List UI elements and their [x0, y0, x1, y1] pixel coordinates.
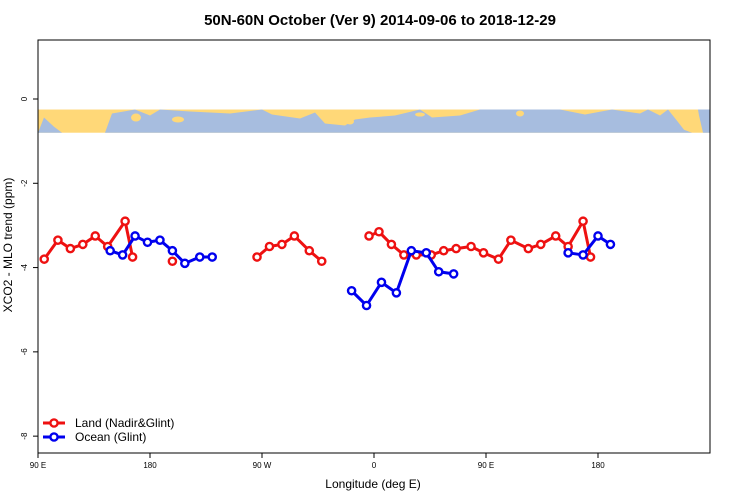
data-point — [117, 250, 128, 260]
legend: Land (Nadir&Glint)Ocean (Glint) — [43, 416, 174, 444]
data-point — [39, 254, 50, 264]
data-point — [578, 216, 588, 227]
data-point — [361, 300, 372, 311]
data-point — [391, 288, 402, 298]
y-tick-label: -8 — [20, 432, 29, 440]
map-island — [415, 112, 425, 117]
data-point — [578, 250, 588, 260]
data-point — [535, 239, 546, 250]
data-point — [585, 252, 596, 262]
data-point — [167, 245, 178, 256]
legend-label: Land (Nadir&Glint) — [75, 416, 174, 430]
y-axis-ticks: 0 -2 -4 -6 -8 — [20, 96, 38, 440]
data-point — [194, 252, 205, 262]
data-point — [605, 239, 616, 250]
map-ocean-shape — [105, 109, 692, 133]
x-tick-label: 180 — [591, 461, 605, 470]
y-tick-label: 0 — [20, 96, 29, 101]
map-island — [346, 118, 354, 125]
data-point — [289, 231, 300, 241]
data-point — [523, 243, 534, 254]
data-point — [120, 216, 130, 227]
map-island — [172, 116, 184, 123]
data-point — [130, 231, 140, 241]
series-land — [39, 216, 596, 267]
legend-label: Ocean (Glint) — [75, 430, 146, 444]
data-point — [90, 231, 101, 241]
data-point — [399, 250, 409, 260]
x-axis-label: Longitude (deg E) — [325, 477, 420, 491]
x-axis-ticks: 90 E 180 90 W 0 90 E 180 — [30, 453, 605, 470]
data-point — [127, 252, 138, 262]
data-point — [506, 235, 516, 245]
series-ocean — [105, 231, 616, 311]
data-point — [421, 248, 432, 258]
data-point — [78, 239, 88, 250]
data-point — [277, 239, 287, 250]
data-point — [105, 245, 115, 256]
data-point — [155, 235, 165, 245]
data-point — [264, 241, 275, 252]
series-line — [567, 234, 612, 257]
map-island — [516, 110, 524, 117]
x-tick-label: 90 W — [253, 461, 272, 470]
map-island — [131, 113, 141, 122]
data-point — [406, 245, 417, 256]
data-point — [207, 252, 218, 262]
map-ocean-shape — [38, 117, 62, 133]
data-point — [374, 226, 384, 237]
data-point — [550, 231, 561, 241]
legend-marker — [49, 418, 59, 428]
y-tick-label: -2 — [20, 179, 29, 187]
y-axis-label: XCO2 - MLO trend (ppm) — [1, 178, 15, 313]
x-tick-label: 90 E — [30, 461, 46, 470]
data-point — [478, 248, 489, 258]
data-point — [180, 258, 190, 269]
data-point — [364, 231, 374, 241]
data-point — [167, 256, 178, 267]
map-ocean-shape — [698, 109, 710, 133]
y-tick-label: -4 — [20, 263, 29, 271]
x-tick-label: 0 — [372, 461, 377, 470]
data-point — [493, 254, 504, 264]
data-point — [451, 243, 461, 254]
data-point — [563, 248, 573, 258]
data-point — [438, 245, 449, 256]
map-strip — [38, 109, 710, 133]
data-point — [448, 269, 459, 279]
data-point — [386, 239, 397, 250]
data-point — [252, 252, 262, 262]
data-point — [65, 243, 76, 254]
data-point — [316, 256, 327, 267]
x-tick-label: 180 — [143, 461, 157, 470]
data-point — [376, 277, 387, 288]
chart-title: 50N-60N October (Ver 9) 2014-09-06 to 20… — [204, 12, 556, 29]
data-point — [142, 237, 153, 248]
data-point — [346, 285, 357, 296]
data-point — [466, 241, 476, 252]
series-layer — [39, 216, 616, 311]
data-point — [53, 235, 63, 245]
y-tick-label: -6 — [20, 348, 29, 356]
data-point — [593, 231, 603, 241]
data-point — [304, 245, 315, 256]
x-tick-label: 90 E — [478, 461, 494, 470]
data-point — [433, 266, 444, 277]
legend-marker — [49, 432, 59, 442]
